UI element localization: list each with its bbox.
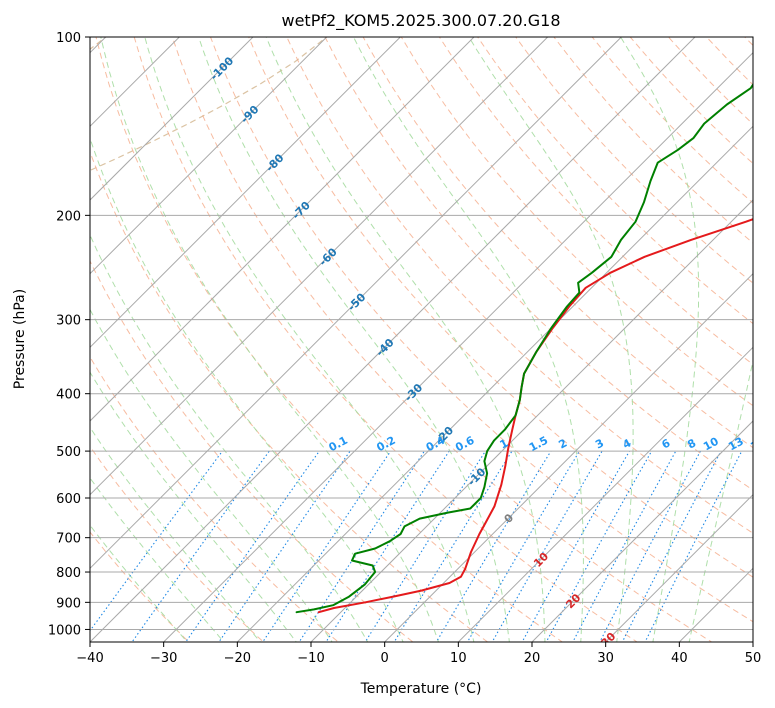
isotherm-line	[90, 37, 401, 349]
isotherm-line	[457, 346, 753, 642]
dewpoint-profile-line	[295, 82, 753, 614]
x-tick-label: 40	[671, 651, 688, 666]
x-tick-label: 30	[597, 651, 614, 666]
dry-adiabat	[133, 37, 638, 642]
dry-adiabat	[209, 37, 753, 623]
dry-adiabat	[171, 37, 713, 642]
dry-adiabat	[515, 37, 753, 284]
mixing-ratio-label: 13	[726, 435, 746, 454]
x-tick-label: −30	[150, 651, 177, 666]
dry-adiabat	[90, 259, 414, 642]
plot-frame	[89, 36, 754, 643]
y-tick-label: 800	[56, 566, 81, 581]
y-axis-label: Pressure (hPa)	[12, 289, 28, 389]
mixing-ratio-label-group: 13	[726, 435, 746, 454]
isotherm-line	[384, 272, 753, 642]
y-tick-label: 100	[56, 31, 81, 46]
mixing-ratio-label-group: 10	[701, 435, 721, 454]
x-axis-label: Temperature (°C)	[360, 681, 482, 697]
x-tick-label: −20	[224, 651, 251, 666]
x-tick-label: 0	[381, 651, 389, 666]
sounding-series	[295, 82, 753, 614]
isotherm-line	[310, 199, 753, 642]
y-tick-label: 300	[56, 314, 81, 329]
dry-adiabat	[95, 37, 564, 642]
isotherm-line	[90, 37, 328, 275]
isotherm-line	[90, 37, 475, 422]
pressure-gridlines	[90, 37, 753, 630]
y-tick-label: 200	[56, 209, 81, 224]
isotherm-line	[605, 493, 753, 642]
moist-adiabat	[100, 37, 440, 642]
dry-adiabat	[90, 445, 265, 642]
plot-area: -100-90-80-70-60-50-40-30-20-10010203040…	[90, 37, 768, 642]
x-tick-label: −10	[297, 651, 324, 666]
moist-adiabat	[468, 37, 634, 642]
y-tick-label: 400	[56, 388, 81, 403]
dry-adiabat	[90, 150, 489, 642]
y-tick-label: 500	[56, 445, 81, 460]
isotherm-line	[90, 37, 549, 496]
isotherm-line	[236, 125, 753, 642]
x-tick-label: 50	[745, 651, 762, 666]
dry-adiabat	[248, 37, 753, 578]
mixing-ratio-label: 10	[701, 435, 721, 454]
dry-adiabat	[324, 37, 753, 491]
moist-adiabat	[620, 37, 700, 642]
x-tick-label: −40	[76, 651, 103, 666]
x-axis: −40 −30 −20 −10 0 10 20 30 40 50	[76, 642, 761, 666]
y-axis: 100 200 300 400 500 600 700 800 900 1000	[48, 31, 90, 638]
y-tick-label: 1000	[48, 623, 81, 638]
moist-adiabat	[353, 37, 584, 642]
x-tick-label: 10	[450, 651, 467, 666]
y-tick-label: 600	[56, 492, 81, 507]
isotherms	[90, 37, 753, 642]
mixing-ratio-label-group: 16	[748, 435, 768, 454]
isotherm-line	[90, 37, 622, 570]
chart-title: wetPf2_KOM5.2025.300.07.20.G18	[281, 11, 560, 31]
x-tick-label: 20	[524, 651, 541, 666]
isotherm-line	[90, 37, 254, 201]
moist-adiabat	[90, 308, 333, 642]
plot-background	[90, 37, 753, 642]
moist-adiabat	[144, 37, 475, 642]
y-tick-label: 900	[56, 596, 81, 611]
isotherm-label-group: 0	[502, 511, 517, 526]
dry-adiabat	[90, 531, 190, 642]
isotherm-line	[163, 51, 753, 642]
isotherm-line	[531, 420, 753, 642]
y-tick-label: 700	[56, 532, 81, 547]
isotherm-line	[90, 37, 696, 642]
mixing-ratio-label: 16	[748, 435, 768, 454]
moist-adiabat	[265, 37, 546, 642]
dry-adiabat	[362, 37, 753, 449]
